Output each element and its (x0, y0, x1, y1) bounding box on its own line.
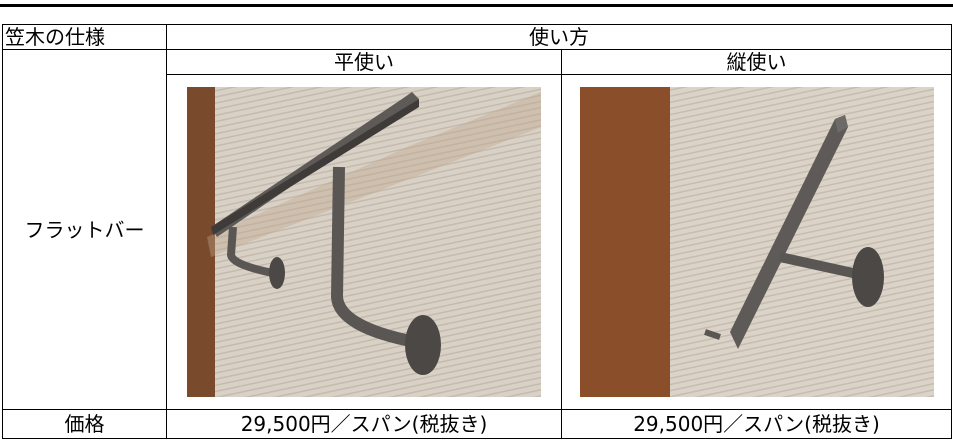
photo-flat (187, 87, 541, 397)
subheader-flat: 平使い (166, 49, 562, 75)
price-row: 価格 29,500円／スパン(税抜き) 29,500円／スパン(税抜き) (2, 409, 952, 439)
header-row: 笠木の仕様 使い方 (2, 24, 952, 50)
top-rule (0, 4, 953, 7)
header-spec: 笠木の仕様 (2, 24, 167, 50)
row-label: フラットバー (2, 49, 167, 410)
subheader-vertical: 縦使い (561, 49, 952, 75)
price-label: 価格 (2, 409, 167, 439)
photo-vertical (579, 87, 934, 397)
image-row (3, 74, 952, 410)
image-cell (166, 74, 562, 410)
spec-table: 笠木の仕様 使い方 フラットバー 平使い 縦使い (2, 24, 952, 439)
subheader-row: フラットバー 平使い 縦使い (2, 49, 952, 410)
price-flat: 29,500円／スパン(税抜き) (166, 409, 562, 439)
image-cell (561, 74, 952, 410)
header-usage: 使い方 (166, 24, 952, 50)
price-vertical: 29,500円／スパン(税抜き) (561, 409, 952, 439)
